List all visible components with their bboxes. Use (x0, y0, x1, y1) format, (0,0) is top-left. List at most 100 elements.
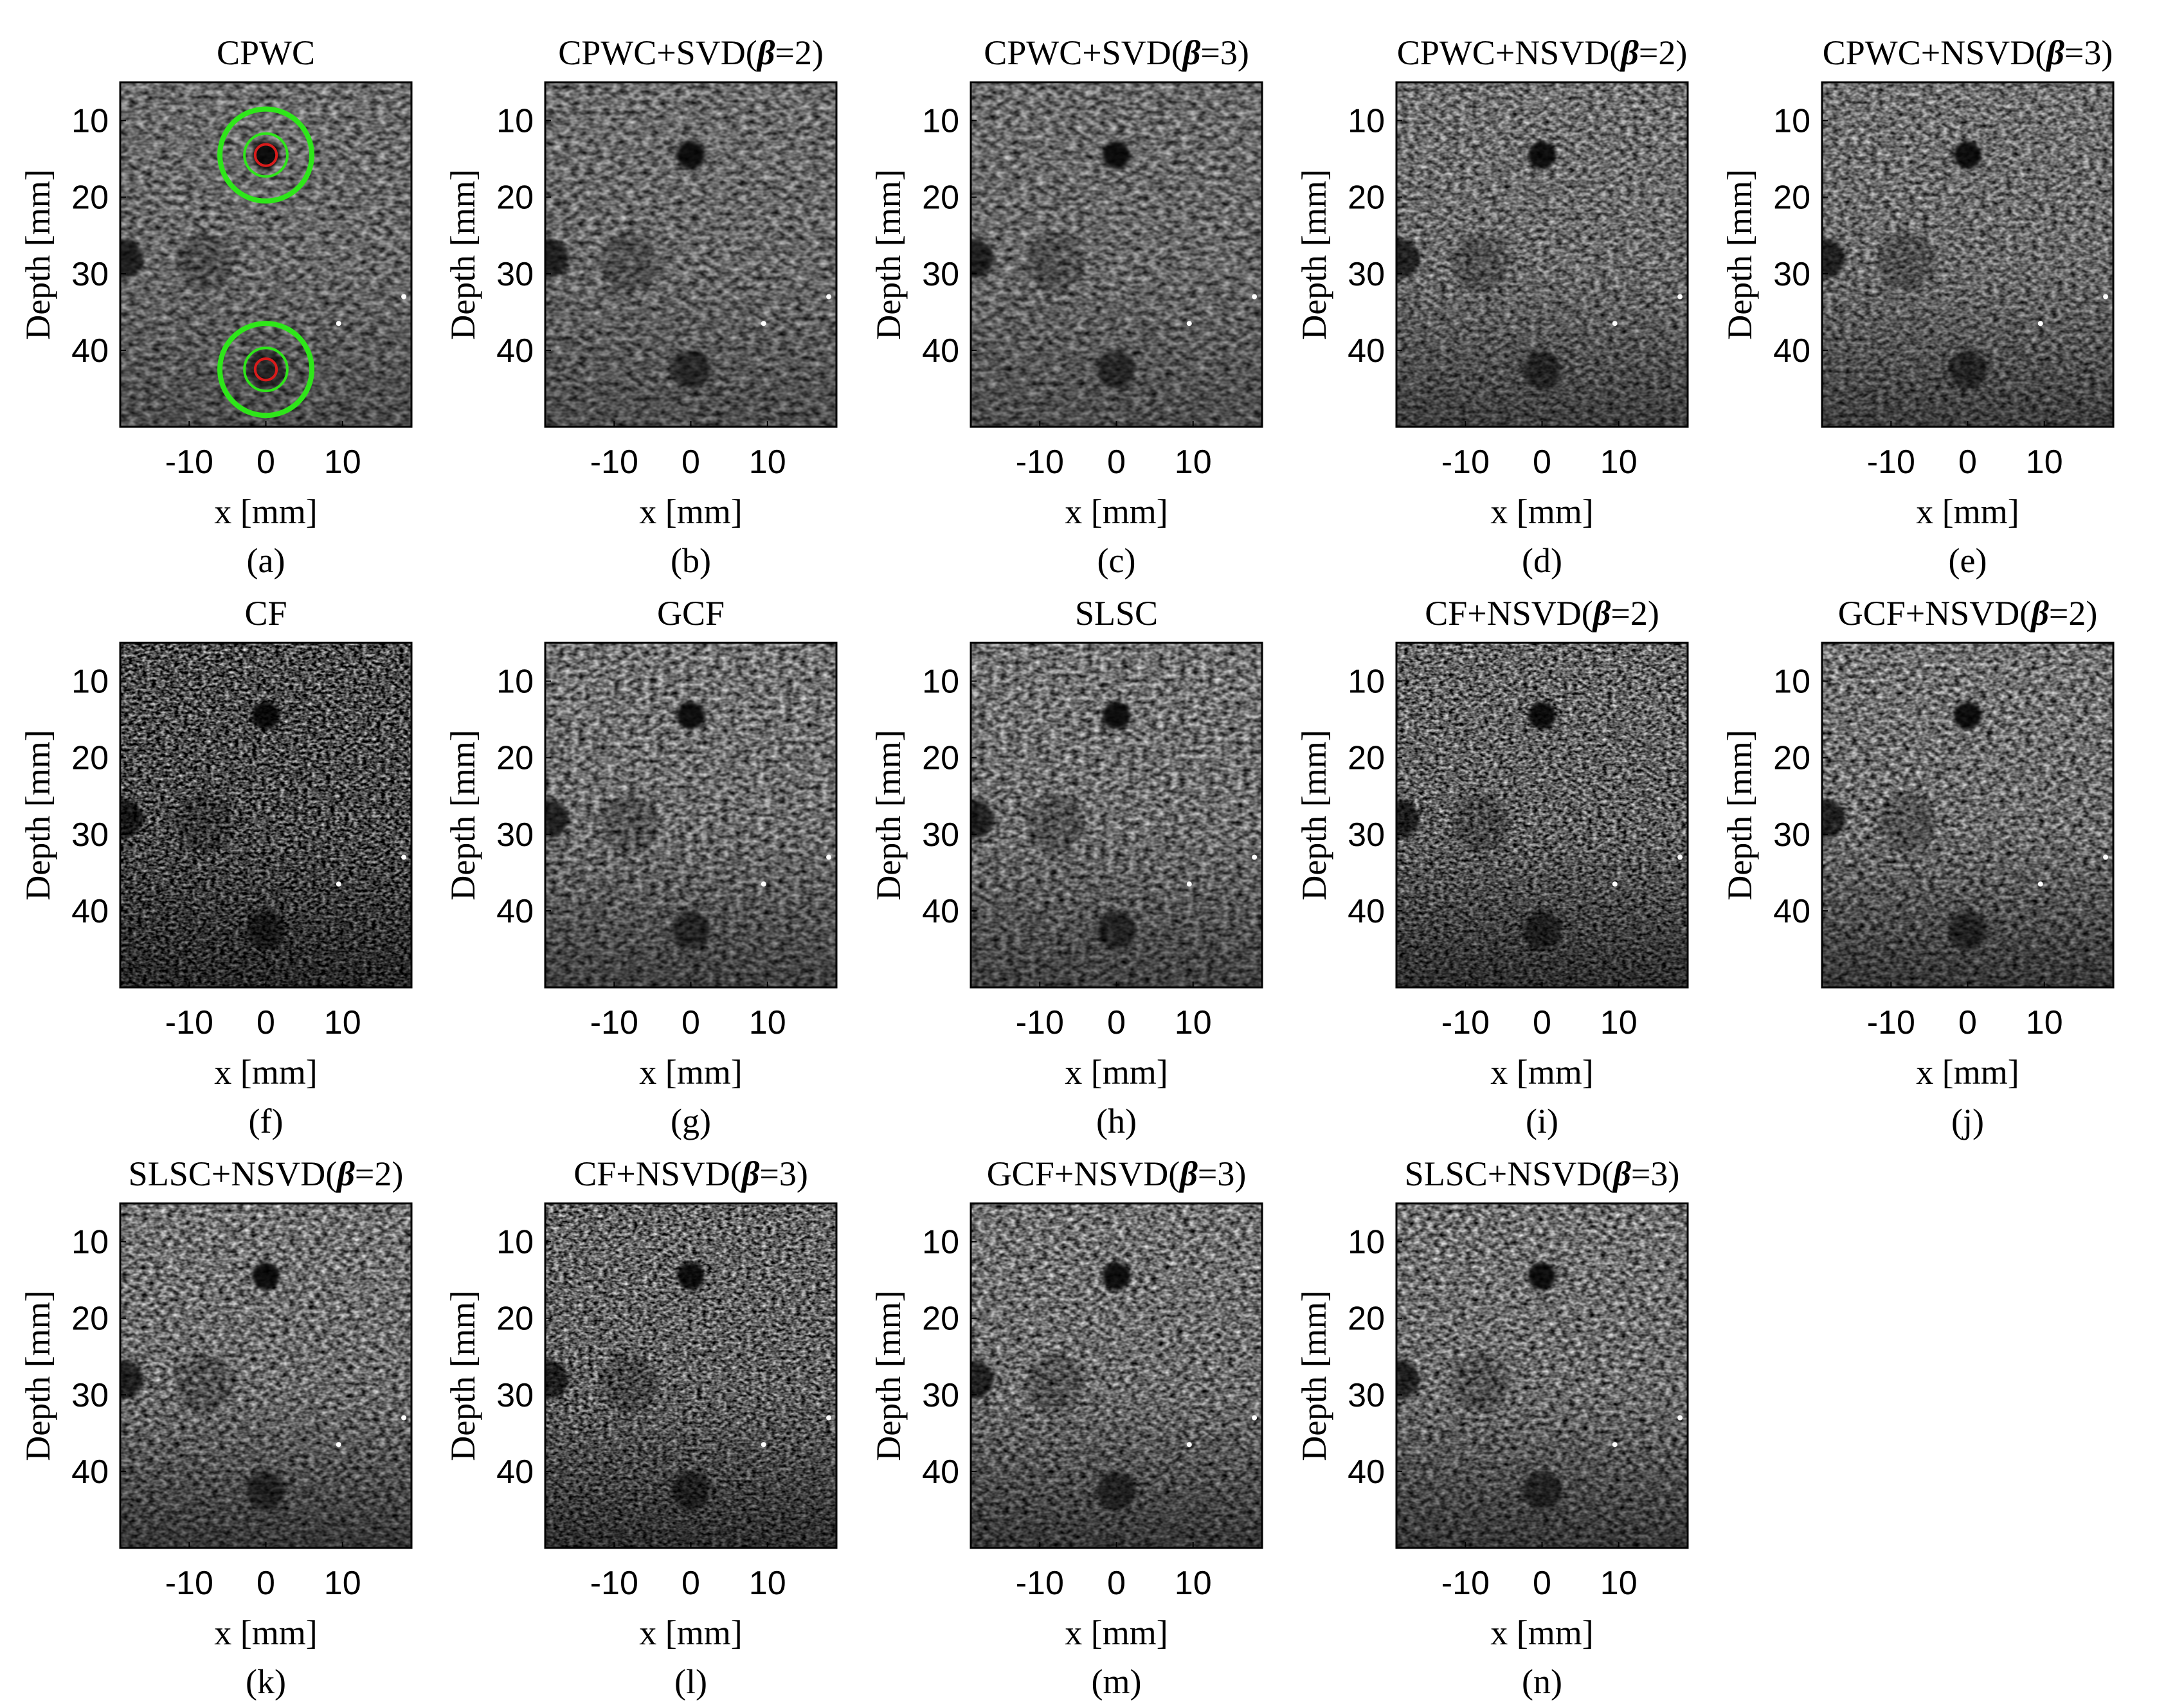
point-target (2037, 881, 2043, 887)
y-tick-label: 40 (1773, 332, 1810, 370)
y-tick-label: 40 (922, 1453, 959, 1491)
x-tick-label: -10 (165, 1004, 213, 1041)
hypoechoic-lesion (1877, 233, 1936, 292)
y-tick-label: 10 (1348, 1224, 1385, 1261)
y-tick-label: 30 (1773, 816, 1810, 854)
y-tick-label: 10 (71, 1224, 109, 1261)
anechoic-cyst (1097, 350, 1136, 389)
y-tick-label: 20 (1348, 740, 1385, 777)
ultrasound-image (1396, 643, 1688, 987)
point-target (2103, 294, 2109, 300)
x-tick-label: 0 (1958, 444, 1977, 481)
hypoechoic-lesion (1451, 233, 1510, 292)
hypoechoic-lesion (1451, 1354, 1510, 1413)
anechoic-cyst (1097, 910, 1136, 949)
y-tick-label: 10 (71, 103, 109, 140)
y-tick-label: 40 (496, 1453, 534, 1491)
point-target (1612, 1442, 1618, 1448)
x-tick-label: 10 (2026, 1004, 2063, 1041)
y-tick-label: 20 (1348, 1300, 1385, 1338)
x-tick-label: 10 (1600, 1004, 1638, 1041)
point-target (761, 881, 766, 887)
roi-mid-ring (243, 346, 289, 393)
panel-title: CPWC (217, 33, 315, 72)
x-tick-label: 10 (1175, 444, 1212, 481)
x-tick-label: 0 (1533, 1004, 1551, 1041)
anechoic-cyst (671, 1471, 710, 1510)
edge-shadow (545, 239, 568, 278)
hypoechoic-lesion (1877, 793, 1936, 852)
x-tick-label: 0 (257, 444, 275, 481)
edge-shadow (971, 800, 994, 838)
x-axis-label: x [mm] (214, 1053, 317, 1092)
y-tick-label: 30 (922, 256, 959, 293)
panel-title: CPWC+NSVD(β=3) (1823, 33, 2113, 72)
point-target (1186, 321, 1192, 327)
anechoic-cyst (1528, 1262, 1556, 1290)
edge-shadow (545, 800, 568, 838)
y-tick-label: 30 (496, 1377, 534, 1414)
y-tick-label: 30 (71, 256, 109, 293)
panel-title: GCF+NSVD(β=3) (987, 1155, 1247, 1193)
anechoic-cyst (1097, 1471, 1136, 1510)
x-tick-label: -10 (165, 444, 213, 481)
anechoic-cyst (677, 1262, 705, 1290)
x-tick-label: 0 (1533, 444, 1551, 481)
y-axis-label: Depth [mm] (444, 1290, 482, 1461)
ultrasound-image (120, 643, 411, 987)
edge-shadow (1396, 239, 1420, 278)
x-tick-label: 0 (1107, 444, 1126, 481)
panel-sublabel: (a) (247, 541, 285, 580)
x-axis-label: x [mm] (1065, 492, 1168, 531)
ultrasound-image (545, 1203, 836, 1548)
anechoic-cyst (1522, 350, 1562, 389)
y-tick-label: 10 (1773, 103, 1810, 140)
ultrasound-image (1822, 82, 2113, 427)
y-tick-label: 10 (922, 103, 959, 140)
ultrasound-image (971, 1203, 1262, 1548)
anechoic-cyst (1948, 910, 1987, 949)
hypoechoic-lesion (600, 1354, 659, 1413)
y-axis-label: Depth [mm] (444, 169, 482, 339)
anechoic-cyst (1528, 701, 1556, 730)
ultrasound-image (545, 82, 836, 427)
anechoic-cyst (671, 910, 710, 949)
x-tick-label: 10 (749, 1565, 786, 1602)
hypoechoic-lesion (1451, 793, 1510, 852)
y-tick-label: 40 (496, 332, 534, 370)
panel-title: GCF (657, 594, 725, 633)
y-axis-label: Depth [mm] (1295, 169, 1333, 339)
y-tick-label: 20 (922, 740, 959, 777)
x-tick-label: 0 (1533, 1565, 1551, 1602)
roi-outer-ring (217, 106, 315, 204)
x-tick-label: 0 (1958, 1004, 1977, 1041)
edge-shadow (1396, 1360, 1420, 1399)
x-axis-label: x [mm] (1065, 1053, 1168, 1092)
y-tick-label: 10 (922, 663, 959, 701)
hypoechoic-lesion (175, 233, 234, 292)
point-target (1677, 854, 1683, 860)
panel-sublabel: (n) (1522, 1662, 1562, 1701)
panel-title: SLSC+NSVD(β=2) (129, 1155, 404, 1193)
y-tick-label: 30 (71, 1377, 109, 1414)
anechoic-cyst (1522, 1471, 1562, 1510)
y-tick-label: 20 (1773, 179, 1810, 217)
point-target (336, 321, 341, 327)
anechoic-cyst (1954, 141, 1981, 169)
edge-shadow (1822, 239, 1845, 278)
panel-sublabel: (k) (246, 1662, 286, 1701)
y-axis-label: Depth [mm] (19, 1290, 57, 1461)
x-tick-label: 10 (324, 1565, 361, 1602)
y-tick-label: 40 (1348, 1453, 1385, 1491)
x-tick-label: 0 (1107, 1565, 1126, 1602)
x-tick-label: -10 (1441, 1565, 1490, 1602)
y-tick-label: 30 (1773, 256, 1810, 293)
y-axis-label: Depth [mm] (19, 730, 57, 900)
